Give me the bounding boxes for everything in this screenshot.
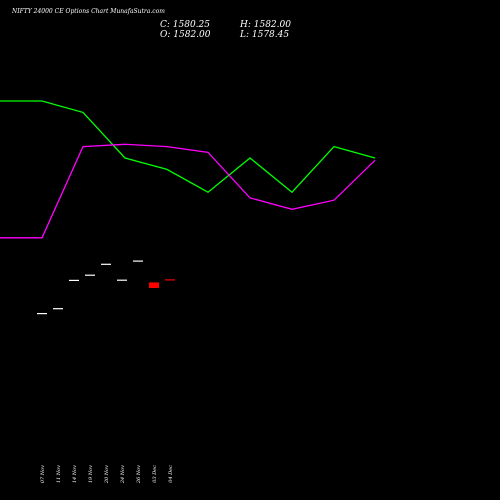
x-tick-label: 04 Dec <box>168 465 174 483</box>
close-value: C: 1580.25 <box>160 20 210 30</box>
x-axis-ticks: 07 Nov 11 Nov 14 Nov 19 Nov 20 Nov 24 Nov 26 N… <box>40 465 174 484</box>
high-value: H: 1582.00 <box>240 20 291 30</box>
x-tick-label: 14 Nov <box>72 465 78 483</box>
indicator-line-0 <box>0 100 376 194</box>
x-tick-label: 19 Nov <box>88 465 94 483</box>
indicator-line-1 <box>0 143 376 239</box>
candle-2 <box>69 279 79 281</box>
candle-1 <box>53 308 63 310</box>
candle-0 <box>37 313 47 315</box>
x-tick-label: 20 Nov <box>104 465 110 484</box>
x-tick-label: 03 Dec <box>152 465 158 483</box>
x-tick-label: 24 Nov <box>120 465 126 484</box>
candles <box>37 260 175 315</box>
x-tick-label: 11 Nov <box>56 465 62 483</box>
open-value: O: 1582.00 <box>160 30 211 40</box>
candle-7 <box>149 282 159 288</box>
candle-5 <box>117 279 127 281</box>
candle-3 <box>85 274 95 276</box>
chart-title: NIFTY 24000 CE Options Chart MunafaSutra… <box>12 8 165 15</box>
indicator-lines <box>0 100 376 239</box>
candle-8 <box>165 279 175 281</box>
candle-6 <box>133 260 143 262</box>
low-value: L: 1578.45 <box>240 30 290 40</box>
x-tick-label: 26 Nov <box>136 465 142 484</box>
x-tick-label: 07 Nov <box>40 465 46 483</box>
candle-4 <box>101 263 111 265</box>
